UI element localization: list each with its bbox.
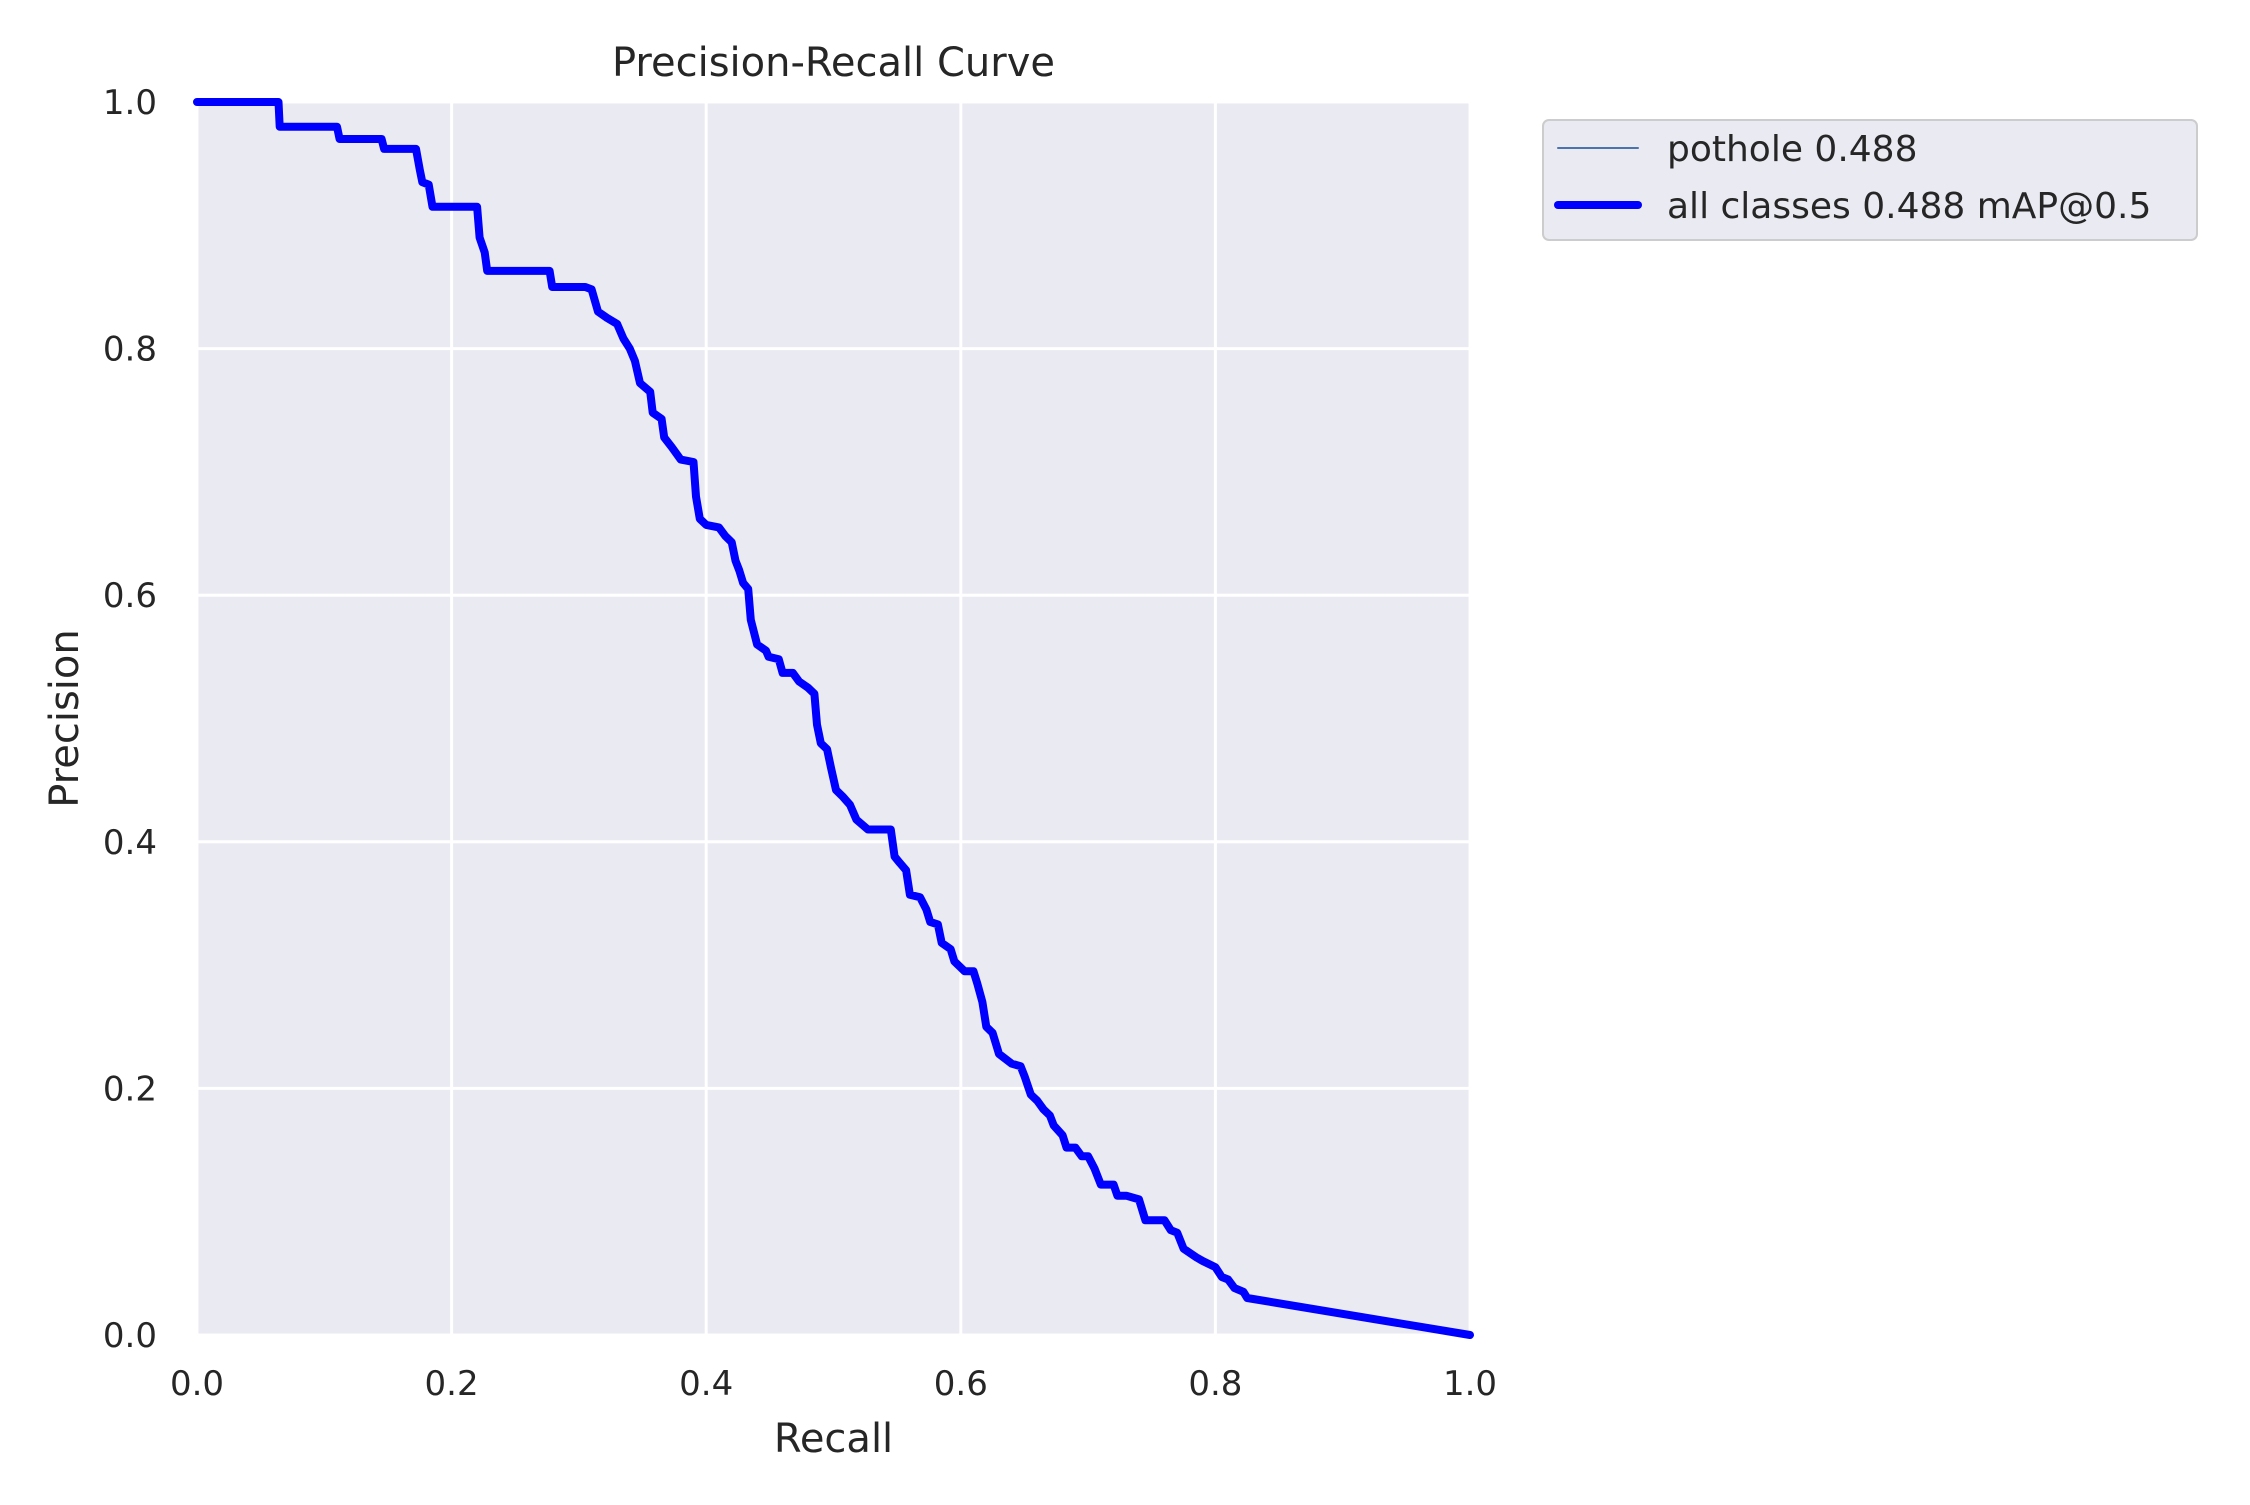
- x-axis-label: Recall: [774, 1416, 893, 1462]
- legend-entry-all-classes: all classes 0.488 mAP@0.5: [1667, 186, 2151, 227]
- series-line-all-classes: [193, 98, 1474, 1339]
- x-tick-label: 0.6: [934, 1364, 988, 1404]
- x-tick-label: 0.4: [679, 1364, 733, 1404]
- x-tick-label: 0.8: [1188, 1364, 1242, 1404]
- x-tick-label: 0.2: [425, 1364, 479, 1404]
- legend: pothole 0.488 all classes 0.488 mAP@0.5: [1542, 119, 2198, 241]
- grid-lines: [195, 100, 1472, 1337]
- legend-box: [1542, 119, 2198, 241]
- y-axis-label: Precision: [42, 629, 88, 807]
- y-tick-label: 0.0: [103, 1316, 157, 1356]
- y-tick-label: 0.6: [103, 576, 157, 616]
- x-tick-label: 1.0: [1443, 1364, 1497, 1404]
- legend-entry-pothole: pothole 0.488: [1667, 129, 1918, 170]
- tick-labels: 0.0 0.2 0.4 0.6 0.8 1.0 0.0 0.2 0.4 0.6 0.8 1.0: [103, 83, 1497, 1404]
- plot-area: [197, 102, 1470, 1335]
- y-tick-label: 0.4: [103, 823, 157, 863]
- chart-title: Precision-Recall Curve: [612, 40, 1055, 86]
- y-tick-label: 1.0: [103, 83, 157, 123]
- y-tick-label: 0.2: [103, 1069, 157, 1109]
- x-tick-label: 0.0: [170, 1364, 224, 1404]
- y-tick-label: 0.8: [103, 330, 157, 370]
- series-lines: [193, 98, 1474, 1339]
